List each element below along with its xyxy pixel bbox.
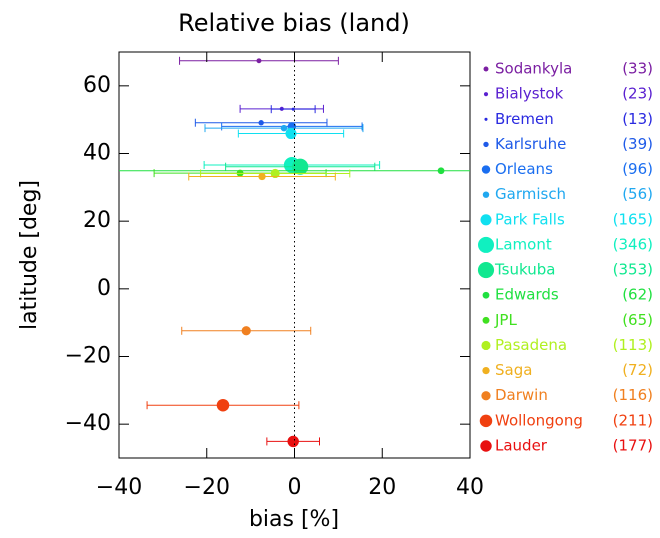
legend-count: (177) <box>613 437 653 455</box>
legend-label: JPL <box>494 311 517 329</box>
point <box>437 167 445 175</box>
legend-marker <box>483 141 489 148</box>
legend-label: Garmisch <box>495 185 566 203</box>
legend-count: (72) <box>622 361 653 379</box>
point <box>216 398 230 412</box>
point <box>258 172 266 181</box>
legend-count: (13) <box>622 110 653 128</box>
point <box>287 435 299 448</box>
legend-marker <box>482 191 490 198</box>
legend-marker <box>482 316 490 324</box>
plot-area <box>119 56 470 448</box>
legend-count: (116) <box>613 386 653 404</box>
x-tick-label: 20 <box>368 475 396 500</box>
legend-count: (33) <box>622 60 653 78</box>
legend-label: Tsukuba <box>494 261 555 279</box>
legend-marker <box>478 236 494 253</box>
y-tick-label: −40 <box>65 411 111 436</box>
point <box>291 107 295 111</box>
x-tick-label: −40 <box>96 475 142 500</box>
legend-marker <box>482 291 490 299</box>
x-axis-label: bias [%] <box>249 507 339 532</box>
legend-marker <box>484 117 488 121</box>
legend-label: Karlsruhe <box>495 135 566 153</box>
legend-count: (96) <box>622 160 653 178</box>
point <box>256 58 262 64</box>
y-tick-label: 0 <box>97 276 111 301</box>
legend-count: (113) <box>613 336 653 354</box>
legend-marker <box>480 440 492 452</box>
x-tick-label: −20 <box>184 475 230 500</box>
legend-count: (39) <box>622 135 653 153</box>
legend-count: (346) <box>613 235 653 253</box>
legend-count: (211) <box>613 411 653 429</box>
legend-count: (353) <box>613 261 653 279</box>
legend-marker <box>481 340 491 351</box>
legend-label: Orleans <box>495 160 553 178</box>
y-tick-label: 60 <box>83 73 111 98</box>
legend-count: (165) <box>613 210 653 228</box>
y-tick-label: 40 <box>83 141 111 166</box>
legend-marker <box>483 92 489 97</box>
legend-marker <box>481 391 491 401</box>
legend-label: Wollongong <box>495 411 583 429</box>
legend-marker <box>477 261 495 279</box>
legend-count: (65) <box>622 311 653 329</box>
legend-count: (23) <box>622 85 653 103</box>
legend-label: Darwin <box>495 386 548 404</box>
legend-label: Pasadena <box>495 336 567 354</box>
y-tick-label: −20 <box>65 344 111 369</box>
y-axis-label: latitude [deg] <box>17 180 42 330</box>
legend-marker <box>482 366 490 375</box>
legend-label: Sodankyla <box>495 60 572 78</box>
chart-title: Relative bias (land) <box>178 9 410 37</box>
x-tick-label: 40 <box>456 475 484 500</box>
point <box>285 128 297 140</box>
legend-marker <box>483 66 489 72</box>
legend-marker <box>480 214 492 226</box>
point <box>280 124 288 132</box>
legend-label: Park Falls <box>495 210 565 228</box>
legend-label: Lauder <box>495 437 548 455</box>
legend-label: Bialystok <box>495 85 564 103</box>
legend-marker <box>481 165 491 174</box>
legend-label: Lamont <box>495 235 552 253</box>
x-tick-label: 0 <box>288 475 302 500</box>
legend-label: Saga <box>495 361 532 379</box>
legend-count: (56) <box>622 185 653 203</box>
y-tick-label: 20 <box>83 208 111 233</box>
legend-label: Edwards <box>495 286 559 304</box>
legend-marker <box>479 414 493 428</box>
legend-count: (62) <box>622 286 653 304</box>
point <box>270 168 280 179</box>
point <box>258 120 264 126</box>
legend-label: Bremen <box>495 110 554 128</box>
point <box>241 326 251 336</box>
